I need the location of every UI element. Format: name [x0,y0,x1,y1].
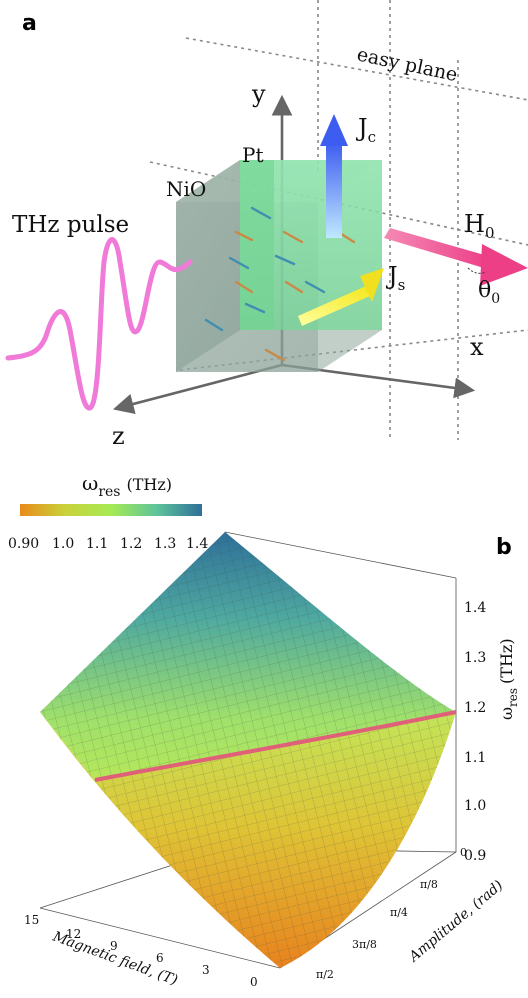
h0-arrow [384,228,528,286]
jc-arrow [320,114,348,238]
field-tick: 15 [24,913,39,927]
axis-x-label: x [470,333,484,361]
theta-label: θ0 [478,278,500,307]
resonance-curve [94,710,457,782]
h0-label: H0 [464,210,494,242]
field-tick: 12 [66,927,81,941]
field-tick: 6 [156,951,164,965]
z-tick: 1.0 [464,798,486,814]
colorbar-ticks: 0.90 1.0 1.1 1.2 1.3 1.4 [8,536,208,552]
colorbar-tick: 1.1 [86,536,108,552]
easy-plane-label: easy plane [355,43,459,86]
z-axis-label: ωres(THz) [497,638,520,720]
thz-pulse-label: THz pulse [12,212,129,238]
z-tick: 1.1 [464,750,486,766]
z-axis-ticks: 1.4 1.3 1.2 1.1 1.0 0.9 [464,600,486,864]
amplitude-tick: π/8 [420,878,438,891]
field-tick: 3 [202,963,210,977]
js-arrow [298,268,384,326]
field-tick: 0 [250,975,258,989]
amplitude-tick: π/2 [316,968,334,981]
amplitude-tick: π/4 [390,906,408,919]
z-tick: 0.9 [464,848,486,864]
colorbar-tick: 0.90 [8,536,39,552]
field-tick: 9 [110,939,118,953]
thz-pulse-wave [5,237,193,411]
colorbar [20,504,202,516]
nio-label: NiO [166,177,206,201]
spin-arrows [204,206,356,362]
panel-b: b ωres (THz) 0.90 1.0 1.1 1.2 1.3 1.4 [8,471,520,989]
pt-label: Pt [242,143,264,167]
pt-layer [240,160,382,330]
amplitude-tick: 0 [460,846,467,859]
field-axis-ticks: 15 12 9 6 3 0 [24,913,258,989]
colorbar-tick: 1.0 [52,536,74,552]
axis-y-label: y [251,80,266,108]
theta-arc [467,267,487,274]
z-tick: 1.4 [464,600,486,616]
panel-a: a easy plane y x z [5,0,528,450]
colorbar-tick: 1.3 [154,536,176,552]
z-tick: 1.2 [464,700,486,716]
amplitude-tick: 3π/8 [352,938,377,951]
z-tick: 1.3 [464,650,486,666]
axis-z-label: z [112,422,125,450]
jc-label: Jc [355,114,376,146]
amplitude-axis-ticks: 0 π/8 π/4 3π/8 π/2 [316,846,467,981]
colorbar-tick: 1.4 [186,536,208,552]
panel-a-label: a [22,11,37,36]
colorbar-title: ωres (THz) [82,471,172,500]
panel-b-label: b [496,535,512,560]
colorbar-tick: 1.2 [120,536,142,552]
js-label: Js [385,262,405,294]
